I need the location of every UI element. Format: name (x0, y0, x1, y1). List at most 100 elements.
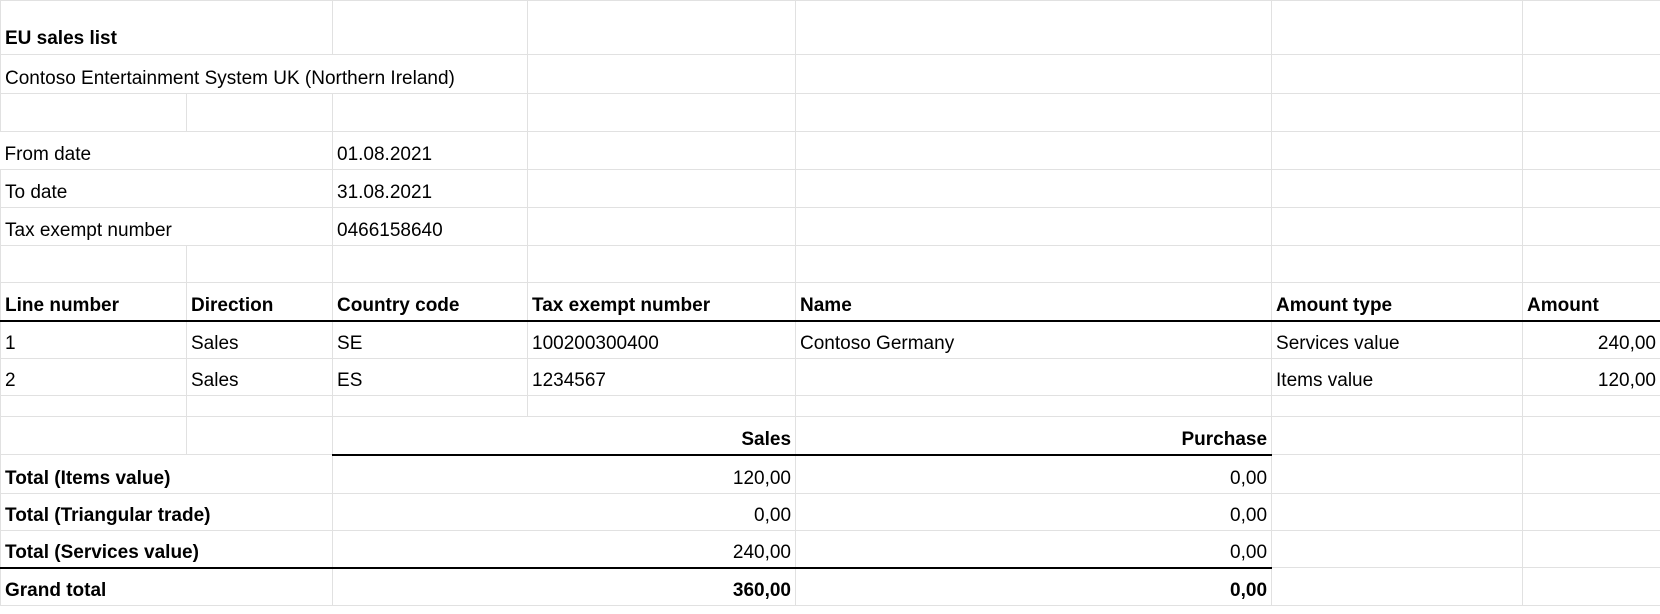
cell[interactable] (185, 395, 334, 417)
cell[interactable] (1271, 169, 1524, 208)
grand-total-sales[interactable]: 360,00 (332, 566, 797, 606)
line-number-cell[interactable]: 2 (0, 358, 187, 396)
cell[interactable] (1271, 0, 1524, 55)
cell[interactable] (795, 0, 1273, 55)
total-label[interactable]: Total (Services value) (0, 530, 334, 568)
col-header-country-code[interactable]: Country code (332, 282, 529, 322)
company-name[interactable]: Contoso Entertainment System UK (Norther… (0, 54, 529, 94)
name-cell[interactable] (795, 358, 1273, 396)
cell[interactable] (527, 0, 797, 55)
grand-total-label[interactable]: Grand total (0, 566, 334, 606)
total-sales[interactable]: 120,00 (332, 454, 797, 494)
cell[interactable] (795, 395, 1273, 417)
to-date-label[interactable]: To date (0, 169, 334, 208)
grand-total-purchase[interactable]: 0,00 (795, 566, 1273, 606)
cell[interactable] (1271, 454, 1524, 494)
col-header-line-number[interactable]: Line number (0, 282, 187, 322)
tax-exempt-number-cell[interactable]: 100200300400 (527, 320, 797, 359)
country-code-cell[interactable]: SE (332, 320, 529, 359)
totals-col-sales[interactable]: Sales (332, 416, 797, 456)
cell[interactable] (795, 131, 1273, 170)
cell[interactable] (185, 245, 334, 283)
cell[interactable] (1271, 93, 1524, 132)
cell[interactable] (185, 93, 334, 132)
cell[interactable] (1271, 207, 1524, 246)
empty-row (0, 93, 1660, 132)
cell[interactable] (795, 245, 1273, 283)
tax-exempt-value[interactable]: 0466158640 (332, 207, 529, 246)
tax-exempt-label[interactable]: Tax exempt number (0, 207, 334, 246)
cell[interactable] (332, 0, 529, 55)
cell[interactable] (1271, 131, 1524, 170)
cell[interactable] (1522, 530, 1660, 568)
cell[interactable] (795, 169, 1273, 208)
cell[interactable] (795, 93, 1273, 132)
col-header-direction[interactable]: Direction (185, 282, 334, 322)
direction-cell[interactable]: Sales (185, 358, 334, 396)
total-label[interactable]: Total (Items value) (0, 454, 334, 494)
col-header-amount-type[interactable]: Amount type (1271, 282, 1524, 322)
cell[interactable] (1271, 493, 1524, 531)
cell[interactable] (527, 93, 797, 132)
cell[interactable] (1271, 395, 1524, 417)
cell[interactable] (185, 416, 334, 455)
totals-row: Total (Triangular trade) 0,00 0,00 (0, 493, 1660, 531)
cell[interactable] (527, 395, 797, 417)
cell[interactable] (0, 416, 187, 455)
cell[interactable] (527, 131, 797, 170)
cell[interactable] (1271, 530, 1524, 568)
cell[interactable] (332, 245, 529, 283)
cell[interactable] (1271, 567, 1524, 606)
col-header-tax-exempt-number[interactable]: Tax exempt number (527, 282, 797, 322)
cell[interactable] (1522, 416, 1660, 455)
cell[interactable] (1522, 493, 1660, 531)
cell[interactable] (1271, 54, 1524, 94)
cell[interactable] (1522, 245, 1660, 283)
cell[interactable] (795, 54, 1273, 94)
cell[interactable] (527, 207, 797, 246)
cell[interactable] (332, 395, 529, 417)
amount-cell[interactable]: 120,00 (1522, 358, 1660, 396)
total-purchase[interactable]: 0,00 (795, 530, 1273, 568)
from-date-label[interactable]: From date (0, 131, 334, 170)
cell[interactable] (0, 93, 187, 132)
cell[interactable] (527, 245, 797, 283)
cell[interactable] (1522, 454, 1660, 494)
from-date-value[interactable]: 01.08.2021 (332, 131, 529, 170)
name-cell[interactable]: Contoso Germany (795, 320, 1273, 359)
amount-type-cell[interactable]: Services value (1271, 320, 1524, 359)
cell[interactable] (1271, 245, 1524, 283)
cell[interactable] (332, 93, 529, 132)
tax-exempt-number-cell[interactable]: 1234567 (527, 358, 797, 396)
total-purchase[interactable]: 0,00 (795, 493, 1273, 531)
cell[interactable] (0, 395, 187, 417)
cell[interactable] (527, 169, 797, 208)
cell[interactable] (0, 245, 187, 283)
amount-type-cell[interactable]: Items value (1271, 358, 1524, 396)
cell[interactable] (1522, 207, 1660, 246)
country-code-cell[interactable]: ES (332, 358, 529, 396)
line-number-cell[interactable]: 1 (0, 320, 187, 359)
col-header-name[interactable]: Name (795, 282, 1273, 322)
cell[interactable] (1271, 416, 1524, 455)
total-purchase[interactable]: 0,00 (795, 454, 1273, 494)
cell[interactable] (527, 54, 797, 94)
total-sales[interactable]: 0,00 (332, 493, 797, 531)
cell[interactable] (1522, 93, 1660, 132)
cell[interactable] (1522, 395, 1660, 417)
cell[interactable] (795, 207, 1273, 246)
cell[interactable] (1522, 169, 1660, 208)
col-header-amount[interactable]: Amount (1522, 282, 1660, 322)
direction-cell[interactable]: Sales (185, 320, 334, 359)
report-title[interactable]: EU sales list (0, 0, 334, 55)
cell[interactable] (1522, 131, 1660, 170)
total-sales[interactable]: 240,00 (332, 530, 797, 568)
table-row: 2 Sales ES 1234567 Items value 120,00 (0, 358, 1660, 396)
totals-col-purchase[interactable]: Purchase (795, 416, 1273, 456)
total-label[interactable]: Total (Triangular trade) (0, 493, 334, 531)
amount-cell[interactable]: 240,00 (1522, 320, 1660, 359)
to-date-value[interactable]: 31.08.2021 (332, 169, 529, 208)
cell[interactable] (1522, 0, 1660, 55)
cell[interactable] (1522, 54, 1660, 94)
cell[interactable] (1522, 567, 1660, 606)
